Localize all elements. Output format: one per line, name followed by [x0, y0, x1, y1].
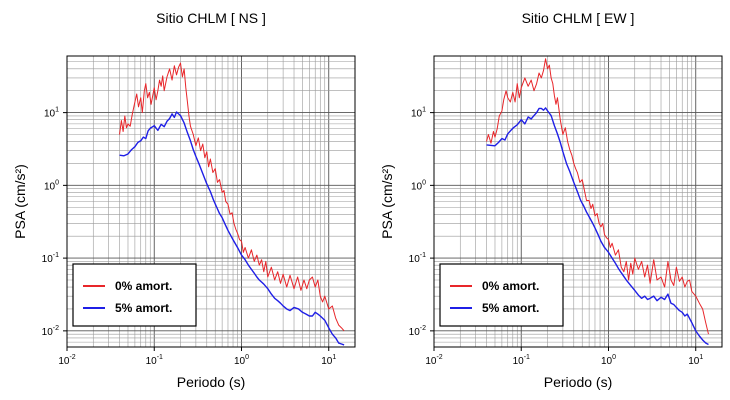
series-line-damped [486, 107, 709, 346]
x-axis-label: Periodo (s) [544, 374, 612, 390]
y-axis-label: PSA (cm/s²) [379, 164, 395, 239]
series-line-damped [119, 111, 345, 346]
y-tick-label: 101 [44, 107, 59, 120]
y-tick-label: 100 [44, 179, 59, 192]
chart-panel-ns: 10-2 10-1 100 101 10-2 10-1 100 101 Sitio CHLM [… [12, 10, 356, 390]
x-tick-label: 10-2 [425, 354, 442, 367]
x-tick-label: 100 [601, 354, 616, 367]
y-tick-label: 101 [411, 107, 426, 120]
x-axis-label: Periodo (s) [177, 374, 245, 390]
x-tick-label: 10-1 [513, 354, 530, 367]
series-line-undamped [119, 62, 345, 332]
legend-label: 5% amort. [482, 301, 539, 315]
x-tick-label: 100 [234, 354, 249, 367]
x-tick-label: 10-1 [146, 354, 163, 367]
legend-box [72, 263, 197, 327]
series-line-undamped [486, 58, 709, 335]
x-tick-label: 10-2 [58, 354, 75, 367]
legend: 0% amort. 5% amort. [72, 263, 197, 327]
y-tick-label: 10-2 [42, 325, 59, 338]
x-tick-label: 101 [321, 354, 336, 367]
chart-title: Sitio CHLM [ EW ] [522, 10, 635, 26]
legend-label: 0% amort. [482, 279, 539, 293]
legend-label: 5% amort. [115, 301, 172, 315]
legend-label: 0% amort. [115, 279, 172, 293]
y-axis-label: PSA (cm/s²) [12, 164, 28, 239]
plot-frame [66, 55, 356, 348]
legend: 0% amort. 5% amort. [439, 263, 564, 327]
x-tick-label: 101 [688, 354, 703, 367]
chart-panel-ew: 10-2 10-1 100 101 10-2 10-1 100 101 Sitio CHLM [… [379, 10, 723, 390]
y-tick-label: 10-1 [409, 252, 426, 265]
y-tick-label: 100 [411, 179, 426, 192]
chart-title: Sitio CHLM [ NS ] [156, 10, 266, 26]
y-tick-label: 10-1 [42, 252, 59, 265]
plot-frame [433, 55, 723, 348]
legend-box [439, 263, 564, 327]
y-tick-label: 10-2 [409, 325, 426, 338]
